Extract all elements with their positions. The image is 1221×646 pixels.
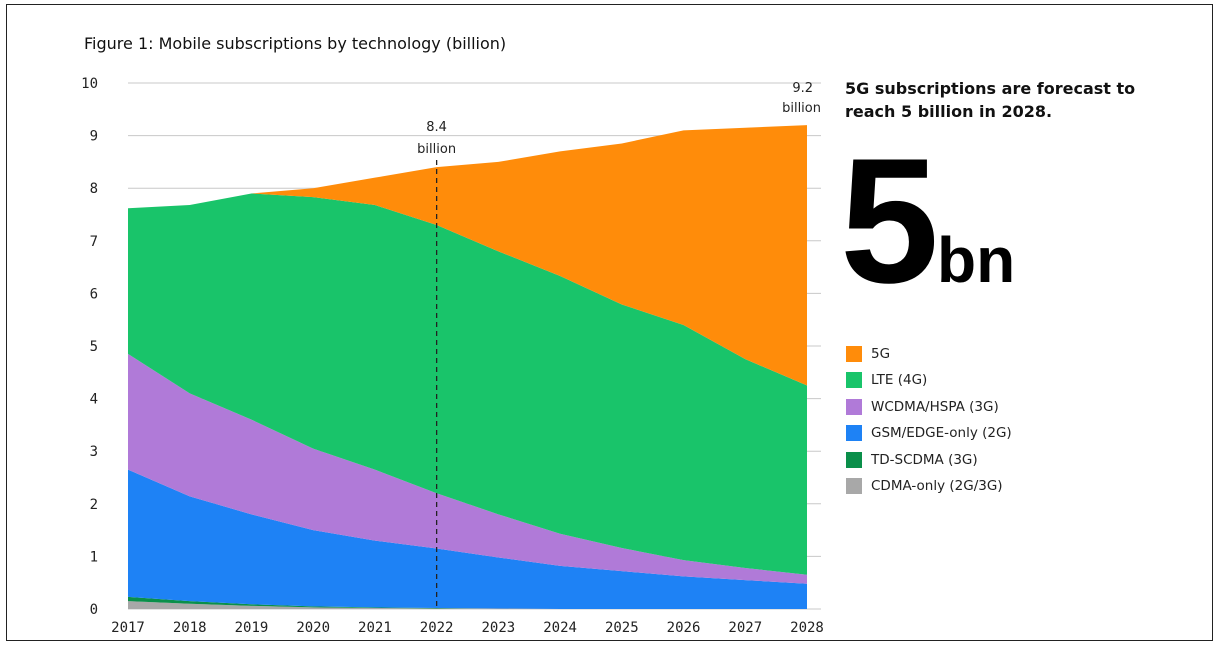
x-tick-label-2024: 2024 (543, 620, 577, 636)
big-stat: 5bn (840, 132, 1015, 310)
area-wcdma-hspa-3g (128, 353, 807, 584)
x-tick-label-2023: 2023 (482, 620, 516, 636)
y-tick-label-9: 9 (90, 129, 98, 145)
area-gsm-edge-only-2g (128, 469, 807, 609)
y-tick-label-8: 8 (90, 181, 98, 197)
legend-item-td-scdma-3g: TD-SCDMA (3G) (846, 448, 1012, 471)
y-tick-label-2: 2 (90, 497, 98, 513)
y-tick-label-3: 3 (90, 444, 98, 460)
x-tick-label-2020: 2020 (296, 620, 330, 636)
legend: 5G LTE (4G) WCDMA/HSPA (3G) GSM/EDGE-only (… (846, 342, 1012, 501)
area-lte-4g (128, 193, 807, 575)
x-tick-label-2018: 2018 (173, 620, 207, 636)
big-stat-unit: bn (937, 224, 1016, 296)
legend-swatch (846, 345, 862, 362)
chart-frame (6, 4, 1213, 641)
area-series-group (128, 125, 807, 609)
legend-item-5g: 5G (846, 342, 1012, 365)
legend-swatch (846, 372, 862, 388)
legend-swatch (846, 425, 862, 441)
y-tick-label-1: 1 (90, 549, 98, 565)
y-axis-tick-labels: 0 1 2 3 4 5 6 7 8 9 10 (81, 76, 98, 618)
x-tick-label-2017: 2017 (111, 620, 145, 636)
y-tick-label-0: 0 (90, 602, 98, 618)
big-stat-number: 5 (840, 121, 939, 320)
annotation-group: 8.4 billion 9.2 billion (417, 81, 821, 609)
x-tick-label-2019: 2019 (235, 620, 269, 636)
callout-headline: 5G subscriptions are forecast to reach 5… (845, 79, 1136, 121)
legend-label: WCDMA/HSPA (3G) (871, 398, 999, 415)
annotation-value-2022: 8.4 (426, 120, 447, 135)
legend-label: LTE (4G) (871, 372, 928, 388)
x-tick-label-2026: 2026 (667, 620, 701, 636)
legend-label: GSM/EDGE-only (2G) (871, 425, 1012, 441)
legend-swatch (846, 478, 862, 494)
legend-item-cdma-only-2g-3g: CDMA-only (2G/3G) (846, 475, 1012, 498)
legend-item-wcdma-hspa-3g: WCDMA/HSPA (3G) (846, 395, 1012, 418)
legend-swatch (846, 451, 862, 468)
annotation-unit-2022: billion (417, 142, 456, 157)
legend-item-lte-4g: LTE (4G) (846, 369, 1012, 392)
legend-item-gsm-edge-only-2g: GSM/EDGE-only (2G) (846, 422, 1012, 445)
legend-label: 5G (871, 345, 891, 362)
y-tick-label-4: 4 (90, 392, 98, 408)
x-tick-label-2022: 2022 (420, 620, 454, 636)
x-tick-label-2028: 2028 (790, 620, 824, 636)
y-tick-label-5: 5 (90, 339, 98, 355)
y-tick-label-7: 7 (90, 234, 98, 250)
annotation-value-2028: 9.2 (792, 81, 813, 96)
figure-title: Figure 1: Mobile subscriptions by techno… (84, 34, 507, 53)
annotation-unit-2028: billion (782, 101, 821, 116)
y-tick-label-6: 6 (90, 286, 98, 302)
x-tick-label-2025: 2025 (605, 620, 639, 636)
y-tick-label-10: 10 (81, 76, 98, 92)
area-5g (128, 125, 807, 386)
legend-label: CDMA-only (2G/3G) (871, 478, 1003, 494)
x-tick-label-2027: 2027 (728, 620, 762, 636)
x-tick-label-2021: 2021 (358, 620, 392, 636)
legend-swatch (846, 398, 862, 415)
area-cdma-only-2g-3g (128, 601, 807, 609)
legend-label: TD-SCDMA (3G) (871, 451, 978, 468)
area-td-scdma-3g (128, 596, 807, 609)
x-axis-tick-labels: 2017 2018 2019 2020 2021 2022 2023 2024 2025 2026… (111, 620, 824, 636)
